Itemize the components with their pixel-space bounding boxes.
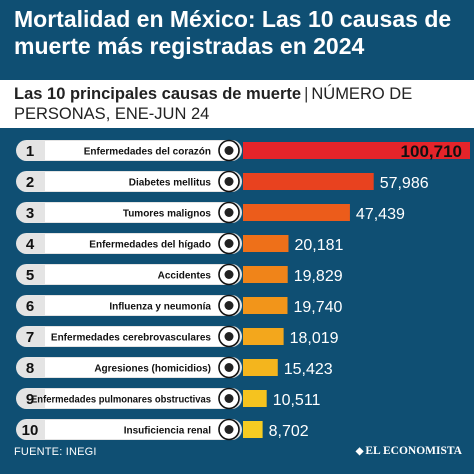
category-label: Enfermedades cerebrovasculares <box>51 333 212 344</box>
liver-icon <box>218 232 240 255</box>
category-label: Diabetes mellitus <box>129 178 212 189</box>
value-label: 15,423 <box>284 361 333 378</box>
pistol-icon <box>218 356 240 379</box>
bar <box>243 266 288 283</box>
tumor-cell-icon <box>218 201 240 224</box>
label-band <box>45 172 233 191</box>
virus-person-icon <box>218 294 240 317</box>
bar-row: 2 Diabetes mellitus 57,986 <box>16 170 429 193</box>
bar <box>243 235 289 252</box>
subtitle-main: Las 10 principales causas de muerte <box>14 85 302 103</box>
category-label: Influenza y neumonía <box>109 302 211 313</box>
bar-row: 4 Enfermedades del hígado 20,181 <box>16 232 344 255</box>
value-label: 57,986 <box>380 175 429 192</box>
value-label: 19,829 <box>294 268 343 285</box>
bar <box>243 421 263 438</box>
bar <box>243 359 278 376</box>
label-band <box>45 296 233 315</box>
label-band <box>45 234 233 253</box>
rank-number: 1 <box>26 143 34 160</box>
bar-row: 7 Enfermedades cerebrovasculares 18,019 <box>16 325 339 348</box>
rank-number: 10 <box>22 422 39 439</box>
bar <box>243 297 288 314</box>
lungs-icon <box>218 387 240 410</box>
chart-title: Mortalidad en México: Las 10 causas de m… <box>14 6 452 59</box>
value-label: 8,702 <box>269 423 309 440</box>
bar-row: 6 Influenza y neumonía 19,740 <box>16 294 343 317</box>
value-label: 20,181 <box>294 237 343 254</box>
value-label: 18,019 <box>290 330 339 347</box>
logo-text: EL ECONOMISTA <box>365 445 462 457</box>
label-band <box>45 327 233 346</box>
subtitle-units: NÚMERO DE PERSONAS, ENE-JUN 24 <box>14 85 413 123</box>
label-band <box>45 203 233 222</box>
category-label: Accidentes <box>158 271 212 282</box>
value-label: 100,710 <box>401 142 462 161</box>
value-label: 47,439 <box>356 206 405 223</box>
rank-number: 5 <box>26 267 34 284</box>
category-label: Enfermedades del hígado <box>89 240 211 251</box>
label-band <box>45 358 233 377</box>
bar-row: 3 Tumores malignos 47,439 <box>16 201 405 224</box>
subtitle-separator: | <box>304 85 309 103</box>
bar <box>243 173 374 190</box>
rank-number: 2 <box>26 174 34 191</box>
label-band <box>45 389 233 408</box>
rank-number: 3 <box>26 205 34 222</box>
bar-row: 1 Enfermedades del corazón 100,710 <box>16 139 470 162</box>
value-label: 19,740 <box>293 299 342 316</box>
bar <box>243 142 470 159</box>
bar-row: 10 Insuficiencia renal 8,702 <box>16 418 309 441</box>
bar <box>243 204 350 221</box>
chart-subtitle: Las 10 principales causas de muerte | NÚME… <box>14 84 462 124</box>
brain-icon <box>218 325 240 348</box>
car-crash-icon <box>218 263 240 286</box>
label-band <box>45 141 233 160</box>
bar-row: 5 Accidentes 19,829 <box>16 263 343 286</box>
category-label: Enfermedades del corazón <box>84 147 211 158</box>
category-label: Insuficiencia renal <box>124 426 211 437</box>
category-label: Enfermedades pulmonares obstructivas <box>31 395 211 406</box>
kidney-icon <box>218 418 240 441</box>
rank-number: 7 <box>26 329 34 346</box>
rank-number: 6 <box>26 298 34 315</box>
category-label: Tumores malignos <box>123 209 212 220</box>
rank-number: 4 <box>26 236 35 253</box>
rank-number: 8 <box>26 360 34 377</box>
source-note: FUENTE: INEGI <box>14 446 97 458</box>
label-band <box>45 420 233 439</box>
subtitle-band: Las 10 principales causas de muerte | NÚME… <box>0 80 474 128</box>
bar <box>243 390 267 407</box>
category-label: Agresiones (homicidios) <box>94 364 211 375</box>
bar <box>243 328 284 345</box>
logo-mark-icon: ◆ <box>355 446 364 457</box>
label-band <box>45 265 233 284</box>
value-label: 10,511 <box>273 392 321 409</box>
glucometer-icon <box>218 170 240 193</box>
rank-number: 9 <box>26 391 34 408</box>
heart-icon <box>218 139 240 162</box>
bar-row: 8 Agresiones (homicidios) 15,423 <box>16 356 333 379</box>
publisher-logo: ◆ EL ECONOMISTA <box>356 445 462 457</box>
